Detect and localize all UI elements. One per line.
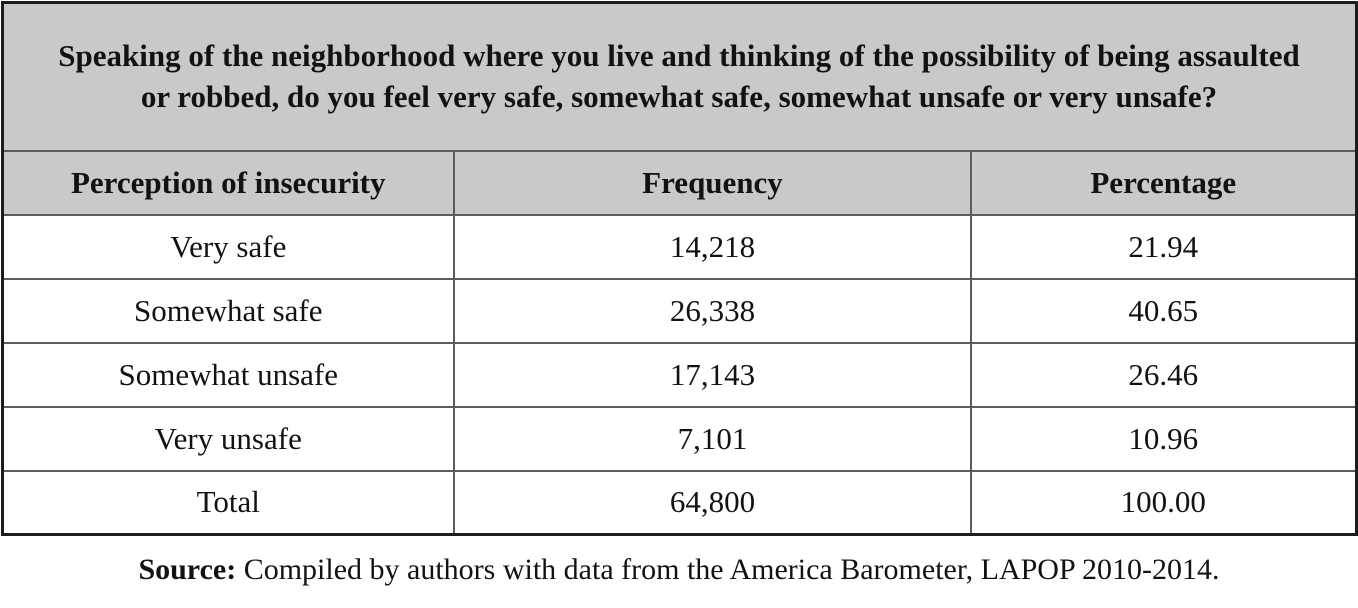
cell-frequency: 26,338 [453,277,972,344]
column-header-frequency: Frequency [453,149,972,216]
table-row-total: Total 64,800 100.00 [1,469,1357,536]
cell-percentage: 40.65 [970,277,1357,344]
cell-percentage: 26.46 [970,341,1357,408]
table-title: Speaking of the neighborhood where you l… [1,1,1357,152]
cell-percentage: 100.00 [970,469,1357,536]
source-note: Source: Compiled by authors with data fr… [0,551,1358,589]
table-row-somewhat-unsafe: Somewhat unsafe 17,143 26.46 [1,341,1357,408]
cell-label: Somewhat unsafe [1,341,455,408]
column-header-percentage: Percentage [970,149,1357,216]
source-text: Compiled by authors with data from the A… [243,553,1220,586]
perception-of-insecurity-table: Speaking of the neighborhood where you l… [0,1,1358,536]
cell-frequency: 17,143 [453,341,972,408]
cell-label: Very safe [1,213,455,280]
cell-percentage: 21.94 [970,213,1357,280]
column-header-perception: Perception of insecurity [1,149,455,216]
table-row-very-unsafe: Very unsafe 7,101 10.96 [1,405,1357,472]
cell-label: Total [1,469,455,536]
table-header-row: Perception of insecurity Frequency Perce… [1,149,1357,216]
cell-frequency: 7,101 [453,405,972,472]
table-row-somewhat-safe: Somewhat safe 26,338 40.65 [1,277,1357,344]
source-label: Source: [138,553,237,586]
cell-label: Somewhat safe [1,277,455,344]
table-title-row: Speaking of the neighborhood where you l… [1,1,1357,152]
cell-frequency: 14,218 [453,213,972,280]
cell-percentage: 10.96 [970,405,1357,472]
cell-label: Very unsafe [1,405,455,472]
cell-frequency: 64,800 [453,469,972,536]
table-row-very-safe: Very safe 14,218 21.94 [1,213,1357,280]
